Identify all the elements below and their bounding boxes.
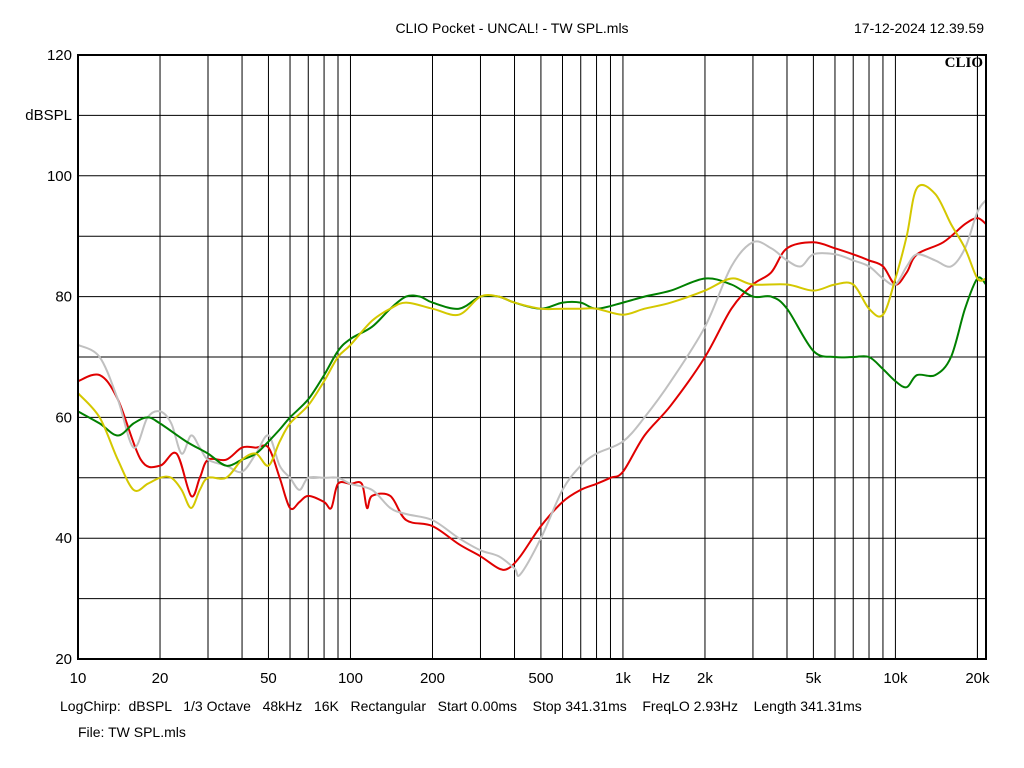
y-tick-label: 60 [55, 409, 72, 426]
chart-title: CLIO Pocket - UNCAL! - TW SPL.mls [395, 20, 628, 36]
y-tick-label: 80 [55, 289, 72, 306]
x-tick-label: 10 [70, 670, 87, 687]
x-tick-label: 5k [805, 670, 821, 687]
measurement-info: LogChirp: dBSPL 1/3 Octave 48kHz 16K Rec… [60, 698, 862, 714]
y-tick-label: 120 [47, 47, 72, 64]
x-tick-label: 20k [965, 670, 990, 687]
x-tick-label: 1k [615, 670, 631, 687]
x-axis-ticks: 10 20 50 100 200 500 1k 2k 5k 10k 20k [70, 670, 990, 687]
y-tick-label: 40 [55, 530, 72, 547]
y-axis-label: dBSPL [25, 107, 72, 124]
file-name: File: TW SPL.mls [78, 724, 186, 740]
x-tick-label: 10k [883, 670, 908, 687]
x-tick-label: 50 [260, 670, 277, 687]
x-axis-label: Hz [652, 670, 670, 687]
x-tick-label: 100 [338, 670, 363, 687]
clio-logo: CLIO [945, 55, 983, 71]
y-tick-label: 20 [55, 651, 72, 668]
x-tick-label: 2k [697, 670, 713, 687]
timestamp: 17-12-2024 12.39.59 [854, 20, 984, 36]
series-line-2 [77, 199, 987, 578]
y-axis-ticks: 120 100 80 60 40 20 [47, 47, 72, 668]
series-line-4 [77, 183, 987, 509]
x-tick-label: 20 [152, 670, 169, 687]
plot-frame [77, 54, 987, 660]
data-series [77, 183, 987, 578]
x-tick-label: 500 [528, 670, 553, 687]
y-tick-label: 100 [47, 168, 72, 185]
x-tick-label: 200 [420, 670, 445, 687]
series-line-1 [77, 217, 987, 571]
